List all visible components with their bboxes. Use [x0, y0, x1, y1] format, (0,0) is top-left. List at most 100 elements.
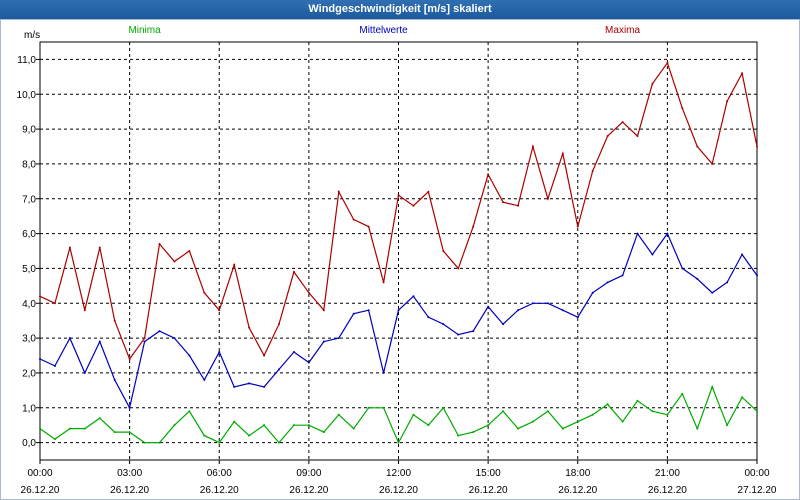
data-point-maxima [606, 135, 609, 138]
data-point-minima [502, 410, 505, 413]
data-point-maxima [367, 225, 370, 228]
data-point-maxima [188, 250, 191, 252]
data-point-maxima [666, 61, 669, 64]
data-point-mittelwerte [412, 295, 415, 298]
data-point-mittelwerte [203, 378, 206, 381]
data-point-maxima [741, 72, 744, 75]
data-point-maxima [218, 309, 221, 312]
y-tick-label: 2,0 [22, 368, 36, 379]
data-point-minima [442, 406, 445, 409]
data-point-mittelwerte [397, 309, 400, 312]
data-point-maxima [591, 169, 594, 172]
y-axis-label: m/s [24, 30, 40, 41]
data-point-mittelwerte [68, 337, 71, 340]
data-point-maxima [576, 225, 579, 228]
data-point-mittelwerte [442, 323, 445, 326]
data-point-mittelwerte [531, 302, 534, 305]
data-point-maxima [517, 204, 519, 207]
data-point-minima [113, 431, 116, 434]
data-point-minima [278, 441, 280, 444]
data-point-minima [367, 406, 370, 409]
data-point-minima [382, 406, 385, 409]
data-point-minima [263, 424, 266, 427]
x-tick-date-label: 26.12.20 [648, 485, 687, 496]
data-point-minima [203, 434, 206, 437]
data-point-mittelwerte [113, 378, 116, 381]
legend-minima: Minima [128, 25, 161, 36]
y-tick-label: 7,0 [22, 194, 36, 205]
data-point-maxima [143, 337, 146, 340]
data-point-maxima [53, 302, 56, 305]
data-point-maxima [203, 291, 206, 294]
data-point-minima [741, 396, 744, 399]
x-tick-label: 00:00 [744, 468, 769, 479]
data-point-minima [517, 427, 519, 430]
data-point-maxima [173, 260, 176, 263]
data-point-mittelwerte [741, 253, 744, 256]
data-point-maxima [472, 225, 475, 228]
data-point-mittelwerte [278, 368, 280, 371]
data-point-maxima [502, 201, 505, 204]
data-point-mittelwerte [576, 316, 579, 319]
y-tick-label: 11,0 [17, 55, 36, 66]
data-point-mittelwerte [218, 351, 221, 354]
data-point-minima [173, 424, 176, 427]
data-point-maxima [561, 152, 564, 155]
data-point-minima [143, 441, 146, 444]
data-point-minima [68, 427, 71, 430]
data-point-minima [487, 424, 490, 427]
data-point-minima [427, 424, 430, 427]
data-point-mittelwerte [322, 340, 325, 343]
data-point-mittelwerte [546, 302, 549, 305]
x-tick-label: 03:00 [117, 468, 142, 479]
data-point-maxima [651, 82, 654, 85]
data-point-mittelwerte [711, 291, 714, 294]
data-point-minima [352, 427, 355, 430]
data-point-mittelwerte [39, 357, 41, 360]
data-point-maxima [128, 357, 131, 360]
x-tick-date-label: 26.12.20 [379, 485, 418, 496]
data-point-mittelwerte [83, 371, 86, 374]
data-point-mittelwerte [263, 385, 266, 388]
legend-mittelwerte: Mittelwerte [359, 25, 408, 36]
data-point-minima [233, 420, 236, 423]
data-point-maxima [98, 246, 101, 249]
data-point-maxima [337, 190, 340, 193]
data-point-mittelwerte [696, 277, 699, 280]
data-point-mittelwerte [53, 364, 56, 367]
data-point-minima [621, 420, 624, 423]
data-point-maxima [113, 319, 116, 322]
data-point-minima [666, 413, 669, 416]
data-point-mittelwerte [158, 330, 161, 333]
data-point-minima [412, 413, 415, 416]
data-point-minima [651, 410, 654, 413]
y-tick-label: 1,0 [22, 403, 36, 414]
data-point-minima [726, 424, 729, 427]
data-point-mittelwerte [666, 232, 669, 235]
data-point-minima [606, 403, 609, 406]
data-point-minima [307, 424, 310, 427]
data-point-minima [756, 410, 758, 413]
x-tick-date-label: 26.12.20 [200, 485, 239, 496]
data-point-minima [681, 392, 684, 395]
data-point-maxima [248, 326, 251, 329]
x-tick-date-label: 26.12.20 [110, 485, 149, 496]
data-point-maxima [83, 309, 86, 312]
data-point-maxima [263, 354, 266, 357]
data-point-maxima [427, 190, 430, 193]
data-point-minima [696, 427, 699, 430]
data-point-minima [576, 420, 579, 423]
data-point-mittelwerte [337, 337, 340, 340]
data-point-mittelwerte [591, 291, 594, 294]
data-point-mittelwerte [98, 340, 101, 343]
data-point-mittelwerte [561, 309, 564, 312]
data-point-maxima [442, 250, 445, 252]
x-tick-label: 09:00 [296, 468, 321, 479]
data-point-mittelwerte [487, 305, 490, 308]
data-point-minima [158, 441, 161, 444]
data-point-mittelwerte [457, 333, 460, 336]
data-point-maxima [711, 162, 714, 165]
data-point-mittelwerte [502, 323, 505, 326]
data-point-maxima [621, 121, 624, 124]
data-point-maxima [412, 204, 415, 207]
